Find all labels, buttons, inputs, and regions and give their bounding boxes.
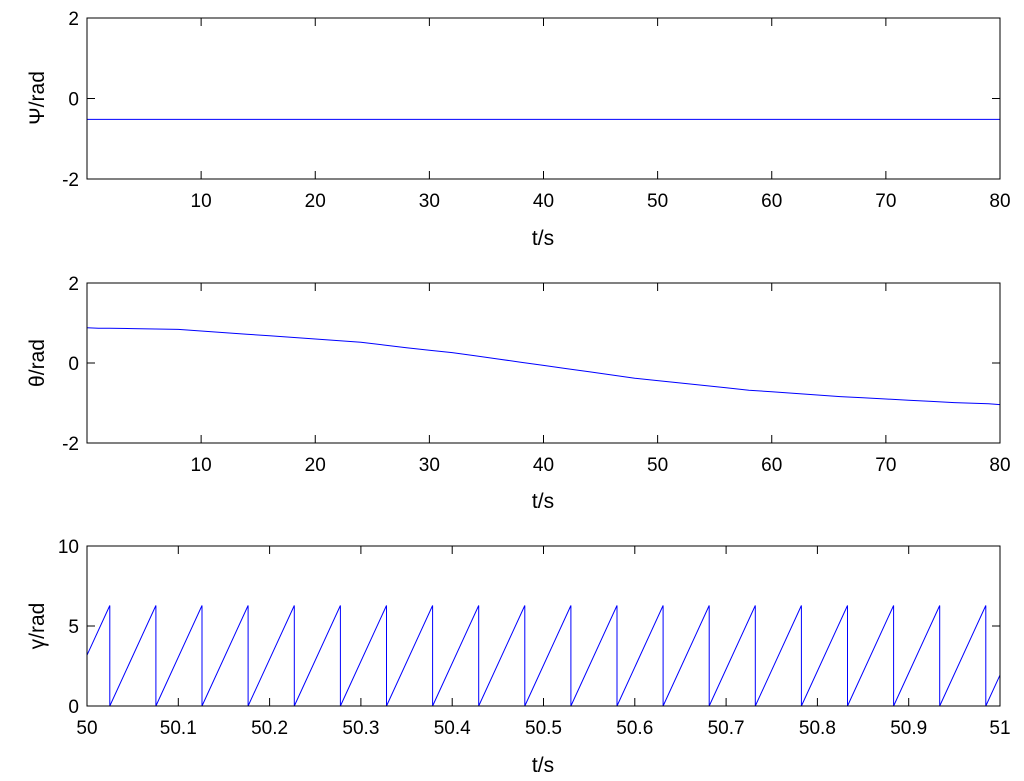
gamma-x-tick-label: 51 (989, 718, 1010, 739)
psi-x-tick-label: 40 (533, 191, 554, 212)
gamma-x-tick-label: 50.3 (342, 718, 379, 739)
psi-y-ticks: -2 0 2 (62, 9, 1000, 191)
gamma-x-ticks: 50 50.1 50.2 50.3 50.4 50.5 50.6 50.7 50.8 50.9 51 (76, 546, 1011, 739)
gamma-y-axis-label: γ/rad (26, 603, 49, 650)
gamma-x-tick-label: 50.2 (251, 718, 288, 739)
theta-x-tick-label: 60 (761, 455, 782, 476)
gamma-x-tick-label: 50 (76, 718, 97, 739)
psi-y-axis-label: Ψ/rad (26, 71, 49, 125)
psi-x-tick-label: 10 (191, 191, 212, 212)
gamma-y-tick-label: 10 (58, 537, 79, 558)
theta-x-tick-label: 10 (191, 455, 212, 476)
psi-y-tick-label: 0 (68, 90, 79, 111)
psi-x-tick-label: 70 (875, 191, 896, 212)
theta-series-line (86, 327, 1001, 406)
gamma-series-layer (86, 605, 1001, 707)
theta-y-ticks: -2 0 2 (62, 274, 1000, 455)
theta-y-tick-label: 0 (68, 354, 79, 375)
theta-x-tick-label: 50 (647, 455, 668, 476)
theta-x-tick-label: 70 (875, 455, 896, 476)
theta-y-tick-label: -2 (62, 434, 79, 455)
theta-x-tick-label: 20 (305, 455, 326, 476)
psi-subplot: 10 20 30 40 50 60 70 80 -2 0 2 t/s Ψ/rad (26, 9, 1011, 250)
gamma-x-tick-label: 50.4 (434, 718, 471, 739)
gamma-x-tick-label: 50.7 (708, 718, 745, 739)
psi-x-tick-label: 60 (761, 191, 782, 212)
theta-y-axis-label: θ/rad (26, 339, 49, 387)
theta-x-ticks: 10 20 30 40 50 60 70 80 (191, 283, 1011, 476)
theta-x-axis-label: t/s (532, 490, 554, 513)
gamma-x-tick-label: 50.6 (616, 718, 653, 739)
gamma-y-ticks: 0 5 10 (58, 537, 1000, 718)
psi-y-tick-label: 2 (68, 9, 79, 30)
gamma-y-tick-label: 5 (68, 617, 79, 638)
theta-y-tick-label: 2 (68, 274, 79, 295)
gamma-x-tick-label: 50.5 (525, 718, 562, 739)
psi-x-axis-label: t/s (532, 227, 554, 250)
psi-x-tick-label: 80 (989, 191, 1010, 212)
gamma-x-tick-label: 50.8 (799, 718, 836, 739)
gamma-series-line (86, 605, 1001, 707)
gamma-x-axis-label: t/s (532, 754, 554, 777)
theta-x-tick-label: 40 (533, 455, 554, 476)
theta-x-tick-label: 80 (989, 455, 1010, 476)
gamma-subplot: 50 50.1 50.2 50.3 50.4 50.5 50.6 50.7 50.8 50.9 51… (26, 537, 1011, 777)
gamma-x-tick-label: 50.1 (160, 718, 197, 739)
gamma-x-tick-label: 50.9 (890, 718, 927, 739)
psi-x-tick-label: 30 (419, 191, 440, 212)
psi-x-tick-label: 50 (647, 191, 668, 212)
psi-y-tick-label: -2 (62, 170, 79, 191)
theta-series-layer (86, 327, 1001, 406)
theta-x-tick-label: 30 (419, 455, 440, 476)
theta-subplot: 10 20 30 40 50 60 70 80 -2 0 2 t/s θ/rad (26, 274, 1011, 513)
psi-x-ticks: 10 20 30 40 50 60 70 80 (191, 18, 1011, 212)
gamma-y-tick-label: 0 (68, 697, 79, 718)
psi-x-tick-label: 20 (305, 191, 326, 212)
